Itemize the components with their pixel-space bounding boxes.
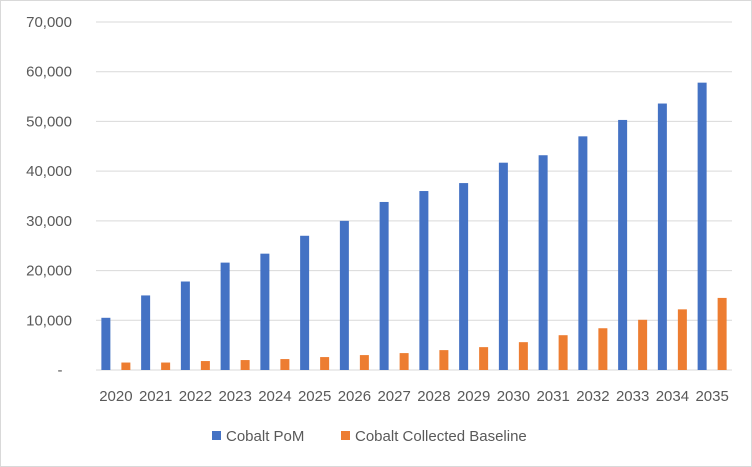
x-tick-label: 2035: [695, 388, 728, 405]
x-tick-label: 2029: [457, 388, 490, 405]
bar-cobalt-collected-2027: [399, 353, 409, 370]
bar-cobalt-collected-2029: [479, 347, 489, 370]
bar-cobalt-collected-2026: [359, 355, 369, 370]
y-tick-label: 40,000: [26, 163, 72, 180]
bar-cobalt-pom-2020: [101, 317, 111, 370]
x-axis-ticks: 2020 2021 2022 2023 2024 2025 2026 2027 2028 2029…: [99, 388, 729, 405]
legend-label: Cobalt PoM: [226, 428, 304, 445]
x-tick-label: 2024: [258, 388, 291, 405]
x-tick-label: 2031: [536, 388, 569, 405]
bar-cobalt-pom-2027: [379, 201, 389, 370]
bar-cobalt-collected-2022: [200, 361, 210, 370]
bar-cobalt-pom-2029: [459, 183, 469, 370]
x-tick-label: 2022: [179, 388, 212, 405]
x-tick-label: 2027: [377, 388, 410, 405]
bar-cobalt-pom-2022: [180, 281, 190, 370]
bar-cobalt-collected-2021: [161, 362, 171, 370]
bar-cobalt-pom-2034: [657, 103, 667, 370]
bar-cobalt-pom-2032: [578, 136, 588, 370]
bar-cobalt-collected-2034: [677, 309, 687, 370]
x-tick-label: 2034: [656, 388, 689, 405]
x-tick-label: 2028: [417, 388, 450, 405]
y-tick-label: 50,000: [26, 113, 72, 130]
bar-cobalt-collected-2028: [439, 350, 449, 370]
bar-cobalt-pom-2030: [498, 162, 508, 370]
gridlines: [96, 21, 732, 371]
y-tick-label: 70,000: [26, 14, 72, 31]
x-tick-label: 2023: [218, 388, 251, 405]
x-tick-label: 2020: [99, 388, 132, 405]
bar-cobalt-pom-2028: [419, 191, 429, 370]
legend-swatch-cobalt-pom: [212, 431, 221, 440]
bar-cobalt-pom-2025: [300, 235, 310, 370]
legend: Cobalt PoM Cobalt Collected Baseline: [212, 428, 527, 445]
bar-cobalt-pom-2031: [538, 155, 548, 370]
bar-cobalt-collected-2035: [717, 297, 727, 370]
bar-cobalt-pom-2026: [339, 220, 349, 370]
bar-cobalt-pom-2024: [260, 253, 270, 370]
y-tick-label: 10,000: [26, 312, 72, 329]
bar-cobalt-collected-2020: [121, 362, 131, 370]
bar-cobalt-pom-2033: [618, 119, 628, 371]
bar-cobalt-pom-2023: [220, 262, 230, 370]
bar-cobalt-collected-2032: [598, 328, 608, 370]
x-tick-label: 2026: [338, 388, 371, 405]
legend-swatch-cobalt-collected: [341, 431, 350, 440]
bar-cobalt-collected-2023: [240, 360, 250, 370]
y-tick-label: 30,000: [26, 213, 72, 230]
x-tick-label: 2033: [616, 388, 649, 405]
legend-label: Cobalt Collected Baseline: [355, 428, 527, 445]
bar-cobalt-collected-2033: [638, 319, 648, 370]
x-tick-label: 2025: [298, 388, 331, 405]
bar-cobalt-pom-2021: [141, 295, 151, 370]
bar-cobalt-collected-2024: [280, 359, 290, 370]
y-axis-ticks: - 10,000 20,000 30,000 40,000 50,000 60,000 70,…: [26, 14, 72, 379]
y-tick-label: -: [58, 362, 63, 379]
bar-cobalt-pom-2035: [697, 82, 707, 370]
y-tick-label: 20,000: [26, 263, 72, 280]
y-tick-label: 60,000: [26, 64, 72, 81]
x-tick-label: 2021: [139, 388, 172, 405]
bar-cobalt-collected-2031: [558, 335, 568, 370]
x-tick-label: 2030: [497, 388, 530, 405]
x-tick-label: 2032: [576, 388, 609, 405]
bar-cobalt-collected-2030: [518, 342, 528, 370]
bar-cobalt-collected-2025: [320, 357, 330, 370]
bars: [101, 82, 727, 371]
